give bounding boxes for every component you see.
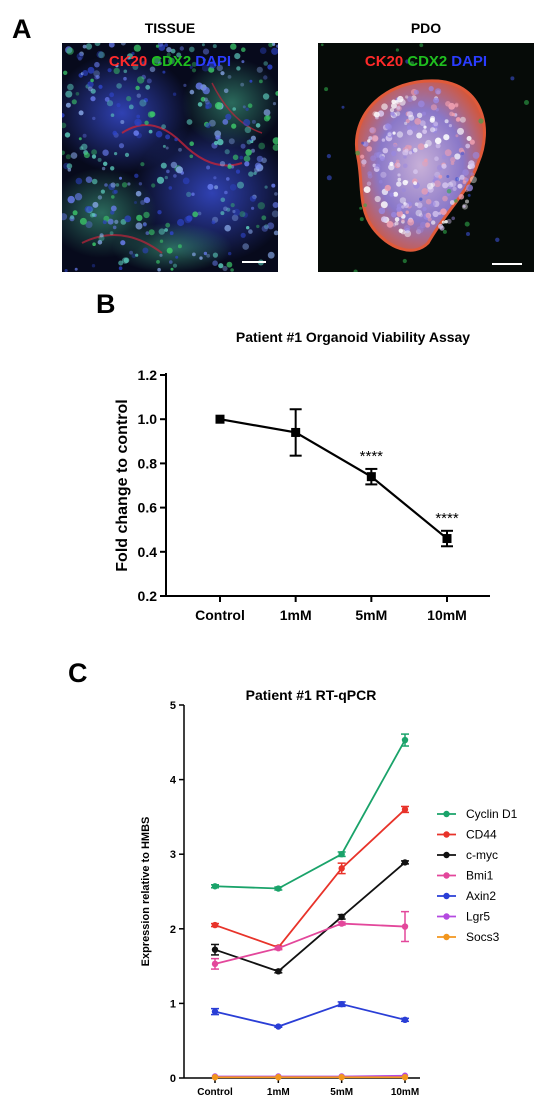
rtqpcr-y-axis-label: Expression relative to HMBS <box>140 817 152 967</box>
rtqpcr-legend-marker <box>443 892 450 900</box>
rtqpcr-x-tick-label: Control <box>197 1087 233 1098</box>
viability-x-tick-label: 1mM <box>280 607 312 623</box>
viability-y-axis-label: Fold change to control <box>114 399 131 571</box>
rtqpcr-y-tick-label: 2 <box>170 924 176 936</box>
rtqpcr-data-point <box>211 921 219 929</box>
tissue-stain-labels: CK20 CDX2 DAPI <box>62 53 278 70</box>
viability-y-tick-label: 0.2 <box>138 588 158 604</box>
tissue-label-ck20: CK20 <box>108 53 148 70</box>
viability-series-line <box>219 418 448 540</box>
viability-y-tick-label: 0.4 <box>138 544 158 560</box>
pdo-fluorescence-image <box>318 43 534 272</box>
rtqpcr-legend-marker <box>443 913 450 920</box>
viability-data-point <box>291 427 301 437</box>
panel-letter-a: A <box>12 14 32 44</box>
viability-y-tick-label: 0.6 <box>138 500 158 516</box>
rtqpcr-data-point <box>338 1074 345 1081</box>
rtqpcr-series-line <box>214 808 406 949</box>
rtqpcr-legend-marker <box>443 810 450 818</box>
tissue-label-cdx2: CDX2 <box>151 53 192 70</box>
rtqpcr-legend-label: Cyclin D1 <box>466 807 518 821</box>
tissue-fluorescence-image <box>62 43 278 272</box>
rtqpcr-data-point <box>211 1074 219 1081</box>
rtqpcr-series-line <box>214 922 406 965</box>
rtqpcr-data-point <box>275 885 282 892</box>
viability-y-tick-label: 1.0 <box>138 411 158 427</box>
pdo-micrograph: CK20 CDX2 DAPI <box>318 43 534 272</box>
pdo-label-dapi: DAPI <box>451 53 488 70</box>
rtqpcr-y-tick-label: 3 <box>170 849 176 861</box>
pdo-label-cdx2: CDX2 <box>407 53 448 70</box>
rtqpcr-legend-label: c-myc <box>466 848 498 862</box>
rtqpcr-series-line <box>214 1003 406 1028</box>
rtqpcr-data-point <box>338 851 345 858</box>
rtqpcr-data-point <box>401 1074 409 1081</box>
viability-x-tick-label: 10mM <box>427 607 467 623</box>
rtqpcr-data-point <box>338 865 345 872</box>
rtqpcr-data-point <box>401 1016 409 1024</box>
viability-y-tick-label: 0.8 <box>138 455 158 471</box>
rtqpcr-data-point <box>338 920 345 927</box>
rtqpcr-legend-marker <box>443 933 450 941</box>
rtqpcr-data-point <box>401 859 409 866</box>
panel-letter-c: C <box>68 658 88 688</box>
pdo-stain-labels: CK20 CDX2 DAPI <box>318 53 534 70</box>
viability-significance-label: **** <box>435 510 459 527</box>
tissue-scale-bar <box>242 261 266 263</box>
rtqpcr-series-line <box>214 861 406 973</box>
rtqpcr-x-tick-label: 5mM <box>330 1087 353 1098</box>
pdo-scale-bar <box>492 263 522 265</box>
rtqpcr-data-point <box>338 913 345 921</box>
rtqpcr-data-point <box>401 736 409 744</box>
viability-data-point <box>442 534 452 544</box>
rtqpcr-chart: Patient #1 RT-qPCR Expression relative to… <box>140 690 518 1098</box>
rtqpcr-data-point <box>211 960 219 968</box>
rtqpcr-y-tick-label: 1 <box>170 998 176 1010</box>
rtqpcr-data-point <box>275 944 282 952</box>
panel-letter-b: B <box>96 289 116 319</box>
tissue-image-title: TISSUE <box>144 20 196 36</box>
rtqpcr-legend-label: Axin2 <box>466 889 496 903</box>
rtqpcr-data-point <box>338 1000 345 1008</box>
viability-data-point <box>366 472 376 482</box>
rtqpcr-data-point <box>275 968 282 975</box>
viability-x-tick-label: Control <box>195 607 245 623</box>
rtqpcr-y-tick-label: 0 <box>170 1073 176 1085</box>
viability-x-tick-label: 5mM <box>355 607 387 623</box>
viability-chart-title: Patient #1 Organoid Viability Assay <box>236 329 470 345</box>
rtqpcr-data-point <box>275 1074 282 1081</box>
rtqpcr-legend-marker <box>443 872 450 879</box>
rtqpcr-x-tick-label: 1mM <box>267 1087 290 1098</box>
rtqpcr-series-line <box>214 739 406 890</box>
rtqpcr-legend-label: Bmi1 <box>466 869 494 883</box>
rtqpcr-legend-label: CD44 <box>466 828 497 842</box>
viability-chart: Patient #1 Organoid Viability Assay Fold … <box>114 329 490 623</box>
rtqpcr-legend-label: Lgr5 <box>466 910 490 924</box>
pdo-label-ck20: CK20 <box>364 53 404 70</box>
rtqpcr-data-point <box>211 1008 219 1015</box>
pdo-image-title: PDO <box>410 20 442 36</box>
viability-y-tick-label: 1.2 <box>138 367 158 383</box>
tissue-micrograph: CK20 CDX2 DAPI <box>62 43 278 272</box>
rtqpcr-y-tick-label: 4 <box>170 775 177 787</box>
rtqpcr-y-tick-label: 5 <box>170 700 176 712</box>
viability-data-point <box>215 414 225 424</box>
rtqpcr-legend-label: Socs3 <box>466 930 500 944</box>
rtqpcr-data-point <box>401 923 409 930</box>
rtqpcr-chart-title: Patient #1 RT-qPCR <box>246 690 377 703</box>
rtqpcr-legend-marker <box>443 851 450 859</box>
rtqpcr-data-point <box>211 946 219 953</box>
rtqpcr-data-point <box>211 883 219 890</box>
rtqpcr-x-tick-label: 10mM <box>391 1087 419 1098</box>
rtqpcr-data-point <box>275 1023 282 1030</box>
tissue-label-dapi: DAPI <box>195 53 232 70</box>
rtqpcr-data-point <box>401 806 409 813</box>
rtqpcr-legend-marker <box>443 831 450 838</box>
viability-significance-label: **** <box>360 448 384 465</box>
